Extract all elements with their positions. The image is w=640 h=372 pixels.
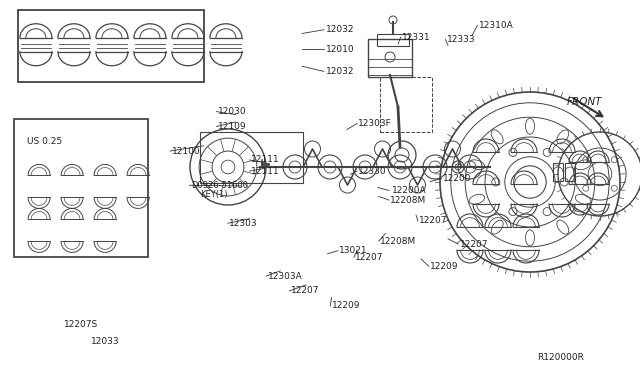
Text: 12333: 12333	[447, 35, 476, 44]
Text: 12207: 12207	[419, 217, 448, 225]
Text: 12303F: 12303F	[358, 119, 392, 128]
Bar	[380, 77, 432, 132]
Text: 12303: 12303	[229, 219, 258, 228]
Text: 12207S: 12207S	[63, 320, 98, 329]
Text: 12208M: 12208M	[390, 196, 427, 205]
Text: 12032: 12032	[326, 67, 355, 76]
Text: 12330: 12330	[358, 167, 387, 176]
Bar	[14, 119, 148, 257]
Text: 12111: 12111	[251, 155, 280, 164]
Text: 12032: 12032	[326, 25, 355, 34]
Text: 12207: 12207	[291, 286, 319, 295]
Text: 12209: 12209	[430, 262, 459, 271]
Text: KEY(1): KEY(1)	[200, 190, 227, 199]
Bar	[553, 163, 563, 181]
Text: FRONT: FRONT	[567, 97, 602, 107]
Text: 12209: 12209	[332, 301, 360, 310]
Bar	[377, 34, 409, 46]
Text: 12208M: 12208M	[380, 237, 417, 246]
Text: 12207: 12207	[460, 240, 488, 248]
Text: 12331: 12331	[402, 33, 431, 42]
Text: 13021: 13021	[339, 246, 368, 255]
Text: US 0.25: US 0.25	[27, 137, 62, 146]
Bar	[368, 39, 412, 77]
Text: 12303A: 12303A	[268, 272, 302, 280]
Text: 12109: 12109	[218, 122, 246, 131]
Text: 12111: 12111	[251, 167, 280, 176]
Text: 12030: 12030	[218, 107, 246, 116]
Text: 12033: 12033	[92, 337, 120, 346]
Bar	[565, 163, 575, 181]
Bar	[200, 132, 303, 183]
Text: 12310A: 12310A	[479, 21, 513, 30]
Text: 12010: 12010	[326, 45, 355, 54]
Text: 12100: 12100	[172, 147, 200, 155]
Text: D0926-51600: D0926-51600	[191, 181, 248, 190]
Text: 12200: 12200	[443, 174, 472, 183]
Text: R120000R: R120000R	[538, 353, 584, 362]
Text: 12200A: 12200A	[392, 186, 426, 195]
Text: 12207: 12207	[355, 253, 384, 262]
Bar	[18, 10, 204, 82]
